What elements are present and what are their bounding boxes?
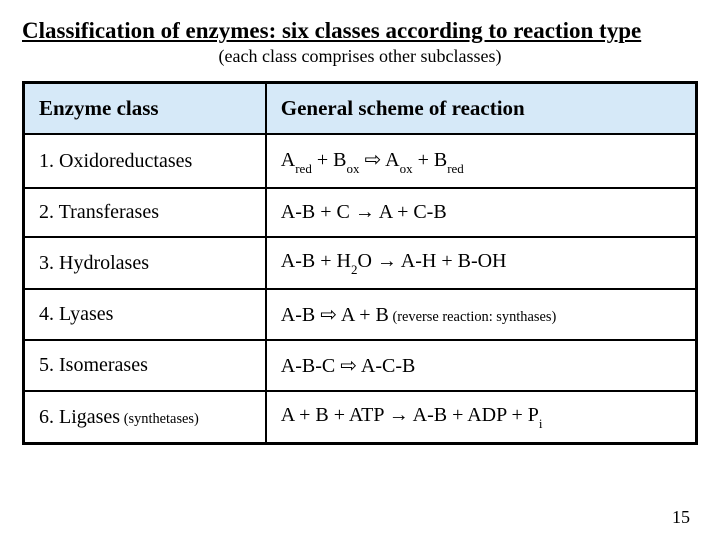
reaction-text: A + B — [337, 304, 389, 326]
reaction-cell: A-B + H2O → A-H + B-OH — [266, 237, 697, 289]
class-name: Ligases — [59, 406, 120, 428]
table-row: 3. HydrolasesA-B + H2O → A-H + B-OH — [24, 237, 697, 289]
table-row: 2. Transferases A-B + C → A + C-B — [24, 188, 697, 237]
enzyme-class-cell: 5. Isomerases — [24, 340, 266, 391]
class-note: (synthetases) — [120, 411, 199, 427]
reaction-text: A-B + H — [281, 250, 351, 272]
table-row: 4. LyasesA-B ⇨ A + B (reverse reaction: … — [24, 289, 697, 340]
class-name: Transferases — [59, 201, 159, 223]
table-row: 6. Ligases (synthetases)A + B + ATP → A-… — [24, 391, 697, 444]
class-number: 5. — [39, 354, 59, 376]
class-number: 1. — [39, 150, 59, 172]
subscript: red — [447, 161, 464, 176]
class-number: 2. — [39, 201, 59, 223]
class-number: 6. — [39, 406, 59, 428]
subscript: ox — [400, 161, 413, 176]
enzyme-class-cell: 4. Lyases — [24, 289, 266, 340]
table-row: 5. IsomerasesA-B-C ⇨ A-C-B — [24, 340, 697, 391]
reaction-cell: A-B + C → A + C-B — [266, 188, 697, 237]
table-row: 1. OxidoreductasesAred + Box ⇨ Aox + Bre… — [24, 134, 697, 188]
class-number: 4. — [39, 303, 59, 325]
reaction-text: O → A-H + B-OH — [357, 250, 506, 272]
reaction-cell: Ared + Box ⇨ Aox + Bred — [266, 134, 697, 188]
col-header-reaction: General scheme of reaction — [266, 83, 697, 135]
class-name: Lyases — [59, 303, 113, 325]
reaction-text: + B — [312, 149, 347, 171]
reaction-text: A-B + C → A + C-B — [281, 201, 447, 223]
page-subtitle: (each class comprises other subclasses) — [22, 46, 698, 67]
reaction-cell: A-B-C ⇨ A-C-B — [266, 340, 697, 391]
reaction-text: A-B — [281, 304, 320, 326]
enzyme-class-cell: 2. Transferases — [24, 188, 266, 237]
table-header-row: Enzyme class General scheme of reaction — [24, 83, 697, 135]
subscript: 2 — [351, 262, 358, 277]
class-name: Isomerases — [59, 354, 148, 376]
reaction-text: A-C-B — [357, 355, 415, 377]
class-name: Oxidoreductases — [59, 150, 192, 172]
page-number: 15 — [672, 507, 690, 528]
reaction-cell: A + B + ATP → A-B + ADP + Pi — [266, 391, 697, 444]
reaction-cell: A-B ⇨ A + B (reverse reaction: synthases… — [266, 289, 697, 340]
subscript: i — [539, 416, 543, 431]
arrow-icon: ⇨ — [320, 304, 337, 326]
enzyme-class-cell: 6. Ligases (synthetases) — [24, 391, 266, 444]
arrow-icon: ⇨ — [364, 149, 381, 171]
page-title: Classification of enzymes: six classes a… — [22, 18, 698, 44]
enzyme-table: Enzyme class General scheme of reaction … — [22, 81, 698, 445]
class-name: Hydrolases — [59, 252, 149, 274]
reaction-text: A + B + ATP → A-B + ADP + P — [281, 404, 539, 426]
reaction-text: A-B-C — [281, 355, 340, 377]
subscript: ox — [346, 161, 359, 176]
reaction-text: A — [281, 149, 295, 171]
enzyme-class-cell: 1. Oxidoreductases — [24, 134, 266, 188]
col-header-enzyme-class: Enzyme class — [24, 83, 266, 135]
reaction-note: (reverse reaction: synthases) — [389, 309, 556, 325]
enzyme-class-cell: 3. Hydrolases — [24, 237, 266, 289]
reaction-text: A — [381, 149, 399, 171]
class-number: 3. — [39, 252, 59, 274]
subscript: red — [295, 161, 312, 176]
arrow-icon: ⇨ — [340, 355, 357, 377]
reaction-text: + B — [413, 149, 448, 171]
